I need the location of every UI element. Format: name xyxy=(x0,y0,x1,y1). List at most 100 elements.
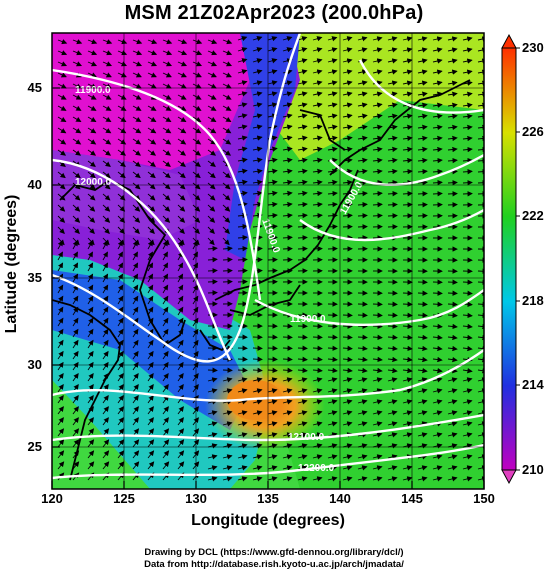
wind-arrow xyxy=(132,61,143,67)
wind-arrow xyxy=(297,201,308,208)
wind-arrow xyxy=(282,476,293,482)
wind-arrow xyxy=(432,168,443,175)
wind-arrow xyxy=(87,361,94,371)
wind-arrow xyxy=(177,372,184,382)
wind-arrow xyxy=(207,432,218,438)
wind-arrow xyxy=(102,193,111,201)
wind-arrow xyxy=(252,454,263,460)
wind-arrow xyxy=(267,454,278,460)
wind-arrow xyxy=(102,295,109,305)
wind-arrow xyxy=(102,417,109,426)
wind-arrow xyxy=(402,367,413,374)
wind-arrow xyxy=(342,80,353,86)
wind-arrow xyxy=(282,179,293,186)
wind-arrow xyxy=(72,417,79,426)
wind-arrow xyxy=(297,388,308,394)
wind-arrow xyxy=(72,127,82,134)
wind-arrow xyxy=(372,157,383,164)
wind-arrow xyxy=(417,399,428,405)
wind-arrow xyxy=(102,138,112,145)
wind-arrow xyxy=(162,317,169,327)
wind-arrow xyxy=(162,439,170,448)
wind-arrow xyxy=(192,94,202,100)
wind-arrow xyxy=(87,328,94,338)
wind-arrow xyxy=(162,94,172,100)
wind-arrow xyxy=(87,428,95,437)
wind-arrow xyxy=(252,421,263,427)
wind-arrow xyxy=(162,215,171,223)
wind-arrow xyxy=(222,72,232,78)
wind-arrow xyxy=(357,124,368,130)
wind-arrow xyxy=(312,47,323,53)
wind-arrow xyxy=(192,372,199,382)
wind-arrow xyxy=(102,160,111,167)
wind-arrow xyxy=(447,399,458,405)
wind-arrow xyxy=(462,290,473,296)
wind-arrow xyxy=(252,399,263,405)
wind-arrow xyxy=(372,91,383,97)
wind-arrow xyxy=(282,399,293,405)
wind-arrow xyxy=(177,39,188,45)
wind-arrow xyxy=(222,465,233,471)
wind-arrow xyxy=(357,421,368,427)
wind-arrow xyxy=(117,226,125,235)
wind-arrow xyxy=(222,182,231,190)
wind-arrow xyxy=(147,262,154,272)
wind-arrow xyxy=(357,80,368,86)
wind-arrow xyxy=(192,171,201,179)
grid-lines xyxy=(52,33,484,489)
wind-arrow xyxy=(372,69,383,75)
wind-arrow xyxy=(462,421,473,427)
wind-arrow xyxy=(237,268,248,274)
wind-arrow xyxy=(417,146,428,153)
wind-arrow xyxy=(57,61,68,67)
wind-arrow xyxy=(207,256,218,263)
wind-arrow xyxy=(147,251,153,261)
wind-arrow xyxy=(372,388,383,394)
wind-arrow xyxy=(357,465,368,471)
wind-arrow xyxy=(57,317,64,327)
wind-arrow xyxy=(252,246,263,252)
wind-arrow xyxy=(177,116,187,123)
wind-arrow xyxy=(87,350,94,360)
wind-arrow xyxy=(132,83,142,89)
wind-arrow xyxy=(192,61,203,67)
wind-arrow xyxy=(177,383,184,393)
wind-arrow xyxy=(372,146,383,153)
wind-arrow xyxy=(432,367,443,374)
wind-arrow xyxy=(222,83,232,89)
wind-arrow xyxy=(387,146,398,153)
wind-arrow xyxy=(387,443,398,449)
wind-arrow xyxy=(357,224,368,230)
wind-arrow xyxy=(132,215,141,223)
wind-arrow xyxy=(372,476,383,482)
wind-arrow xyxy=(447,312,458,319)
wind-arrow xyxy=(222,237,230,246)
wind-arrow xyxy=(192,160,201,167)
wind-arrow xyxy=(357,388,368,394)
wind-arrow xyxy=(132,226,140,235)
wind-arrow xyxy=(207,237,215,246)
wind-arrow xyxy=(222,204,231,212)
wind-arrow xyxy=(297,246,308,252)
wind-arrow xyxy=(282,465,293,471)
wind-arrow xyxy=(222,138,232,145)
wind-arrow xyxy=(267,234,278,241)
wind-arrow xyxy=(267,179,278,186)
wind-arrow xyxy=(342,334,353,340)
wind-arrow xyxy=(252,36,263,42)
wind-arrow xyxy=(327,124,338,130)
wind-arrow xyxy=(72,361,79,371)
wind-arrow xyxy=(102,306,109,316)
wind-arrow xyxy=(177,317,184,327)
wind-arrow xyxy=(312,179,323,186)
wind-arrow xyxy=(102,450,110,459)
wind-arrow xyxy=(267,257,278,263)
wind-arrow xyxy=(447,102,458,108)
wind-arrow xyxy=(192,339,199,349)
wind-arrow xyxy=(282,345,293,351)
wind-arrow xyxy=(177,262,184,272)
wind-arrow xyxy=(147,461,155,470)
wind-arrow xyxy=(207,226,215,235)
colorbar-tick-label: 218 xyxy=(522,293,544,308)
